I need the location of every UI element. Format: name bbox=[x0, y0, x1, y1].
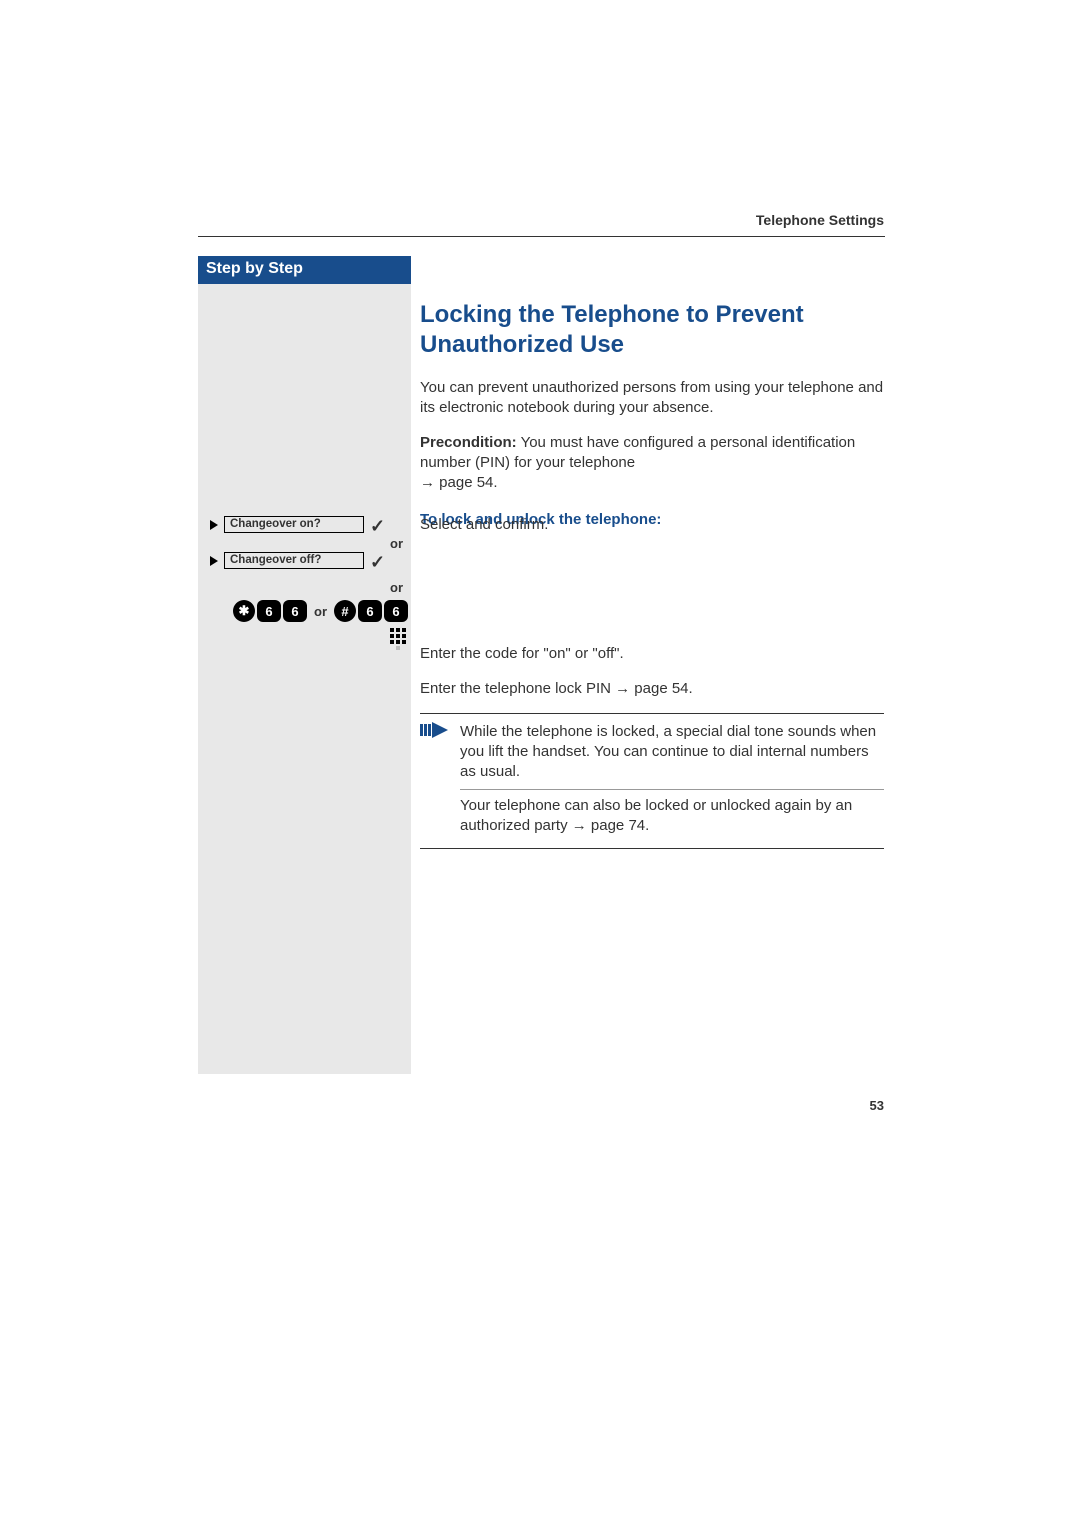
step-pin-text: Enter the telephone lock PIN bbox=[420, 680, 615, 697]
menu-option-off[interactable]: Changeover off? bbox=[224, 552, 364, 569]
menu-row-off: Changeover off? ✓ bbox=[210, 552, 880, 573]
step-enter-pin: Enter the telephone lock PIN → page 54. bbox=[420, 679, 884, 699]
sidebar-panel bbox=[198, 284, 411, 1074]
precondition-page-ref: page 54. bbox=[435, 474, 498, 491]
sidebar-title: Step by Step bbox=[198, 256, 411, 284]
precondition-label: Precondition: bbox=[420, 434, 517, 451]
note2-page-ref: page 74. bbox=[587, 817, 650, 834]
key-6b[interactable]: 6 bbox=[283, 600, 307, 622]
key-sequence: ✱ 6 6 or # 6 6 bbox=[232, 600, 409, 622]
page-number: 53 bbox=[870, 1098, 884, 1113]
or-label-2: or bbox=[390, 580, 403, 595]
key-6d[interactable]: 6 bbox=[384, 600, 408, 622]
key-star[interactable]: ✱ bbox=[233, 600, 255, 622]
step-pin-page-ref: page 54. bbox=[630, 680, 693, 697]
or-label-1: or bbox=[390, 536, 403, 551]
check-icon: ✓ bbox=[370, 516, 385, 537]
page-title: Locking the Telephone to Prevent Unautho… bbox=[420, 300, 884, 360]
step-enter-code: Enter the code for "on" or "off". bbox=[420, 644, 884, 664]
keypad-icon bbox=[390, 628, 408, 650]
arrow-icon: → bbox=[420, 474, 435, 491]
page: Telephone Settings Step by Step Locking … bbox=[0, 0, 1080, 1528]
play-icon bbox=[210, 556, 218, 566]
note-divider bbox=[460, 789, 884, 790]
note-line-1: While the telephone is locked, a special… bbox=[460, 722, 884, 783]
running-head: Telephone Settings bbox=[756, 212, 884, 228]
check-icon: ✓ bbox=[370, 552, 385, 573]
arrow-icon: → bbox=[615, 680, 630, 697]
key-6c[interactable]: 6 bbox=[358, 600, 382, 622]
intro-paragraph: You can prevent unauthorized persons fro… bbox=[420, 378, 884, 419]
precondition-paragraph: Precondition: You must have configured a… bbox=[420, 433, 884, 494]
play-icon bbox=[210, 520, 218, 530]
note-box: While the telephone is locked, a special… bbox=[420, 713, 884, 849]
note-line-2: Your telephone can also be locked or unl… bbox=[460, 796, 884, 837]
menu-option-on[interactable]: Changeover on? bbox=[224, 516, 364, 533]
key-hash[interactable]: # bbox=[334, 600, 356, 622]
or-label-inline: or bbox=[314, 604, 327, 619]
step-select-confirm: Select and confirm. bbox=[420, 516, 548, 533]
key-6a[interactable]: 6 bbox=[257, 600, 281, 622]
arrow-icon: → bbox=[572, 817, 587, 834]
note2-text: Your telephone can also be locked or unl… bbox=[460, 797, 852, 834]
header-rule bbox=[198, 236, 885, 237]
note-icon bbox=[420, 722, 448, 743]
